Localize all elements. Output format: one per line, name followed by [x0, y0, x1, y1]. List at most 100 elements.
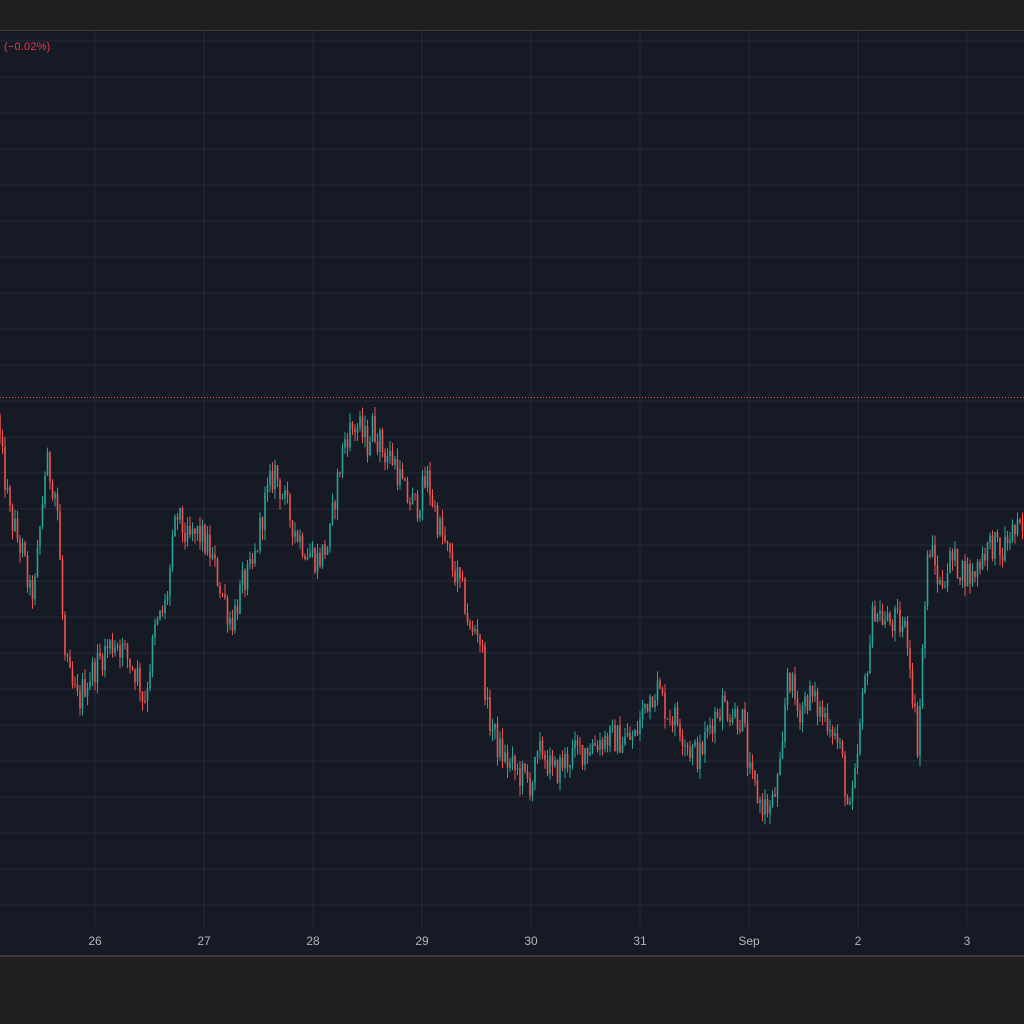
- candle-body: [786, 672, 789, 705]
- candle-body: [836, 733, 839, 743]
- candle-body: [74, 684, 76, 686]
- candle-body: [684, 745, 686, 747]
- candle-body: [86, 687, 89, 697]
- candle-body: [374, 416, 376, 442]
- candle-body: [556, 760, 559, 783]
- candle-body: [929, 554, 931, 557]
- candle-body: [101, 656, 104, 671]
- candle-body: [411, 493, 414, 505]
- candle-body: [886, 613, 889, 621]
- candle-body: [234, 605, 236, 631]
- candle-body: [246, 564, 249, 591]
- candle-body: [639, 718, 641, 735]
- candle-body: [666, 718, 669, 720]
- candle-body: [199, 525, 201, 542]
- candle-body: [144, 701, 146, 703]
- candle-body: [64, 614, 66, 656]
- candle-body: [189, 525, 191, 535]
- candle-body: [136, 667, 139, 683]
- candle-body: [844, 755, 846, 797]
- candle-body: [326, 547, 329, 555]
- candle-body: [796, 698, 799, 711]
- candle-body: [926, 554, 929, 606]
- candle-body: [741, 709, 744, 732]
- candle-body: [251, 558, 254, 564]
- candle-body: [51, 482, 54, 499]
- candle-body: [706, 727, 709, 732]
- candle-body: [369, 441, 371, 455]
- candle-body: [734, 708, 736, 717]
- candle-body: [866, 673, 869, 677]
- candle-body: [126, 644, 129, 659]
- candle-body: [221, 593, 224, 595]
- candle-body: [36, 547, 39, 577]
- candlestick-chart[interactable]: 26 27 28 29 30 31 Sep 2 3: [0, 31, 1024, 955]
- candle-body: [296, 531, 299, 542]
- candle-body: [731, 716, 734, 722]
- candle-body: [434, 505, 436, 507]
- candle-body: [876, 613, 879, 622]
- candle-body: [934, 545, 936, 566]
- candle-body: [541, 740, 544, 755]
- candle-body: [881, 610, 884, 625]
- candle-body: [171, 536, 174, 568]
- candle-body: [889, 613, 891, 624]
- candle-body: [116, 645, 119, 648]
- candle-body: [916, 706, 919, 757]
- candle-body: [516, 768, 519, 770]
- candle-body: [664, 692, 666, 719]
- candle-body: [504, 752, 506, 762]
- candle-body: [694, 741, 696, 746]
- x-tick-label: 26: [88, 934, 102, 948]
- candle-body: [6, 487, 9, 491]
- candle-body: [806, 696, 809, 711]
- candle-body: [69, 656, 71, 669]
- candle-body: [831, 729, 834, 736]
- candle-body: [599, 739, 601, 750]
- candle-body: [779, 758, 781, 775]
- candle-body: [371, 416, 374, 442]
- candle-body: [361, 416, 364, 438]
- chart-pane[interactable]: 26 27 28 29 30 31 Sep 2 3 (−0.02%): [0, 31, 1024, 955]
- candle-body: [284, 490, 286, 499]
- candle-body: [26, 555, 29, 588]
- candle-body: [254, 551, 256, 564]
- candle-body: [674, 707, 676, 726]
- candle-body: [289, 495, 291, 521]
- candle-body: [579, 744, 581, 746]
- candle-body: [709, 725, 711, 728]
- candle-body: [481, 644, 484, 646]
- candle-body: [19, 538, 21, 553]
- candle-body: [646, 703, 649, 712]
- candle-body: [119, 645, 121, 658]
- candle-body: [406, 480, 409, 503]
- candle-body: [954, 549, 956, 561]
- candle-body: [711, 725, 714, 734]
- candle-body: [984, 553, 986, 561]
- candle-body: [659, 680, 661, 689]
- candle-body: [919, 705, 921, 757]
- candle-body: [216, 558, 219, 586]
- candle-body: [236, 605, 239, 614]
- candle-body: [679, 723, 681, 737]
- candle-body: [974, 571, 976, 577]
- candle-body: [441, 518, 444, 536]
- candle-body: [961, 560, 964, 581]
- candle-body: [554, 760, 556, 766]
- candle-body: [834, 733, 836, 736]
- candle-body: [769, 806, 771, 814]
- candle-body: [854, 767, 856, 788]
- x-axis: 26 27 28 29 30 31 Sep 2 3: [88, 934, 970, 948]
- bottom-divider: [0, 955, 1024, 957]
- candle-body: [111, 640, 114, 653]
- candle-body: [626, 732, 629, 737]
- candle-body: [811, 685, 814, 697]
- candle-body: [696, 741, 699, 770]
- candle-body: [819, 706, 821, 717]
- candle-body: [256, 550, 259, 552]
- candle-body: [196, 525, 199, 534]
- candle-body: [336, 472, 339, 510]
- candle-body: [689, 747, 691, 758]
- candle-body: [956, 549, 959, 579]
- candle-body: [804, 696, 806, 707]
